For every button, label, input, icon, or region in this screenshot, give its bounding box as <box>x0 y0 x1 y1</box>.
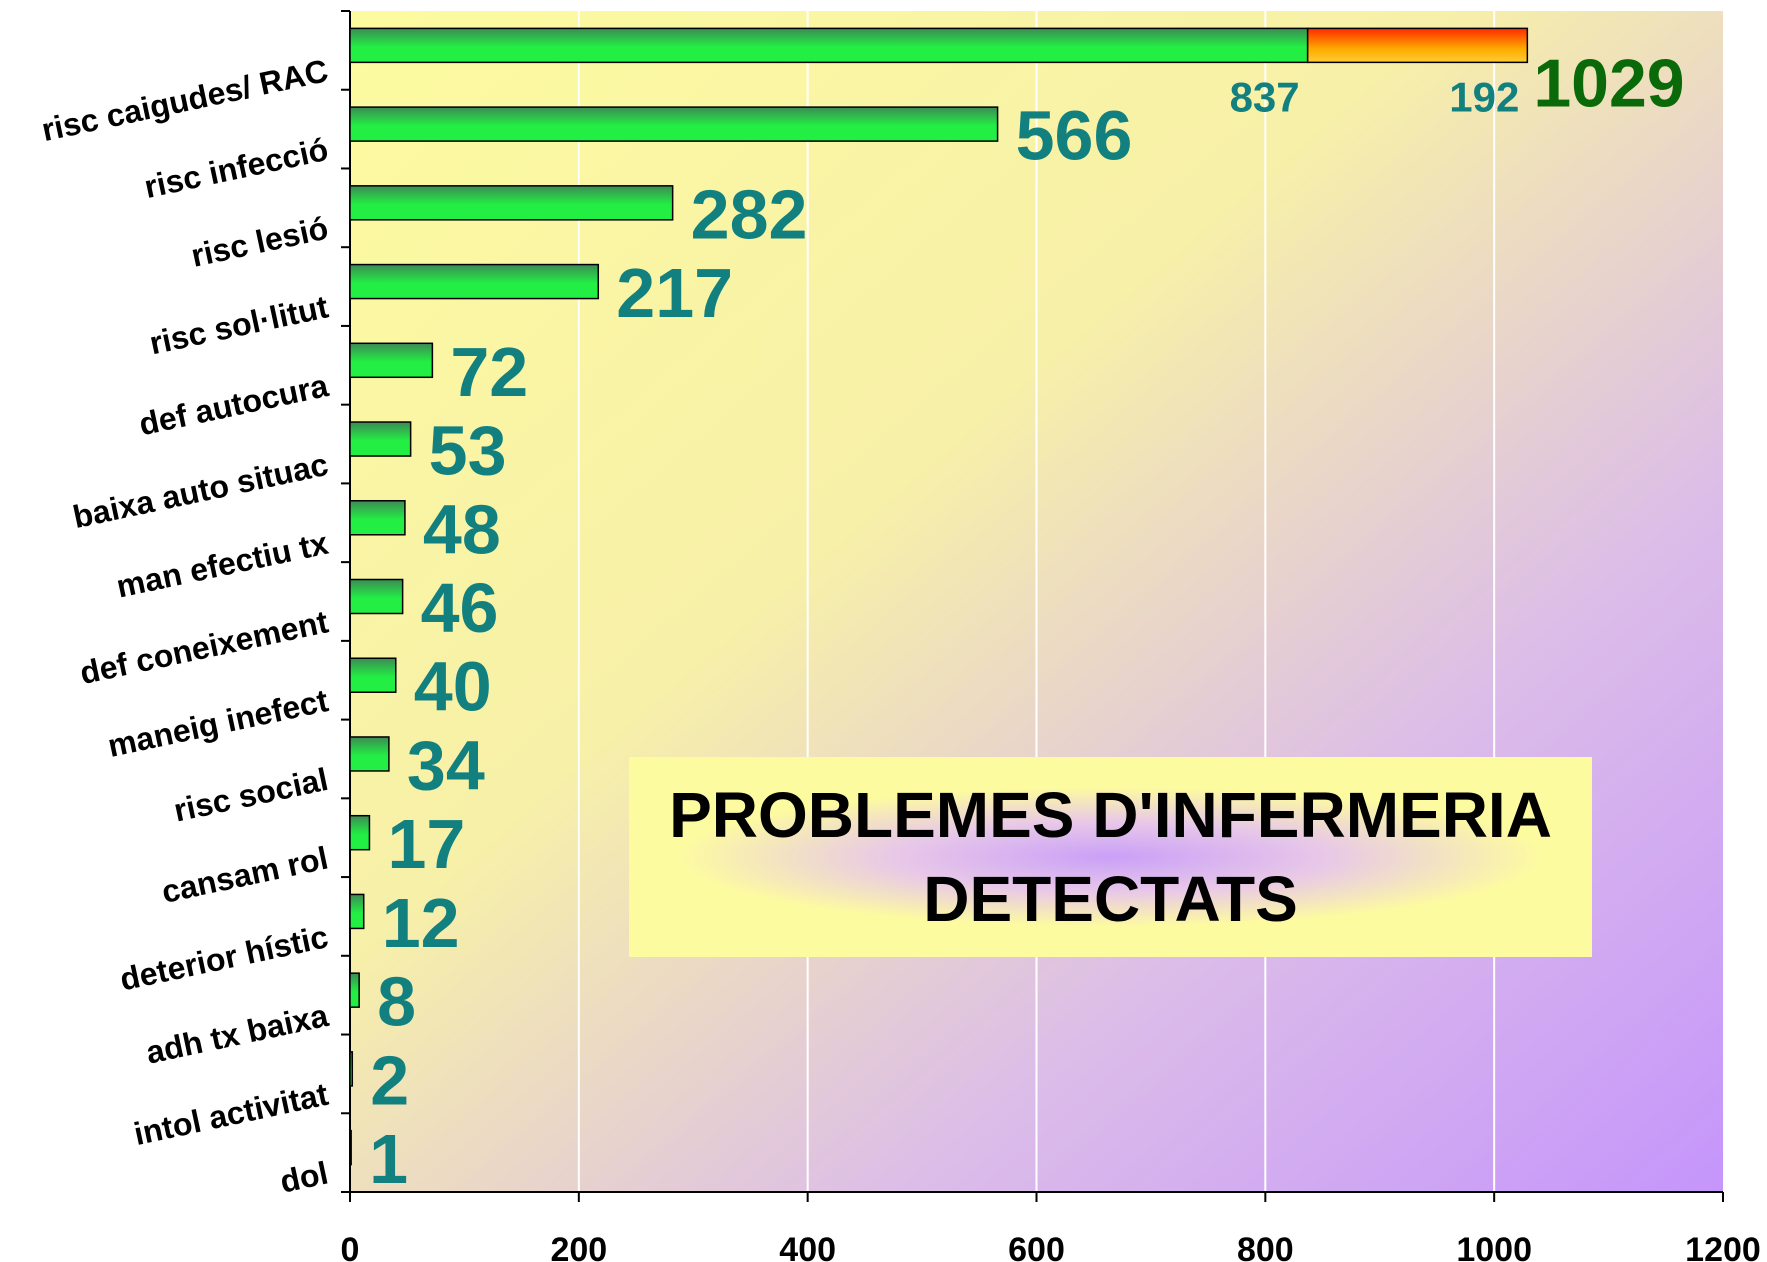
value-label: 192 <box>1449 73 1519 120</box>
bar <box>349 1051 354 1087</box>
value-label: 217 <box>616 254 733 332</box>
x-tick-label: 800 <box>1237 1231 1294 1262</box>
y-tick-label: baixa auto situac <box>70 446 331 535</box>
value-label: 1 <box>369 1120 408 1198</box>
x-tick-label: 1200 <box>1685 1231 1761 1262</box>
bar <box>349 263 600 300</box>
bar <box>349 106 999 142</box>
value-label: 2 <box>370 1041 409 1119</box>
bar <box>349 27 1309 64</box>
value-label: 34 <box>407 726 485 804</box>
bar <box>349 814 371 851</box>
bar <box>349 893 365 930</box>
bar <box>349 342 434 379</box>
y-tick-label: adh tx baixa <box>143 997 332 1071</box>
value-label: 17 <box>387 805 465 883</box>
x-tick-label: 1000 <box>1456 1231 1532 1262</box>
y-tick-label: risc lesió <box>188 210 331 274</box>
x-tick-label: 600 <box>1008 1231 1065 1262</box>
chart-title: PROBLEMES D'INFERMERIA DETECTATS <box>629 757 1592 957</box>
y-tick-label: risc social <box>171 761 332 829</box>
bar <box>1306 27 1529 64</box>
y-tick-label: risc infecció <box>141 131 331 205</box>
x-tick-label: 400 <box>779 1231 836 1262</box>
x-tick-label: 0 <box>341 1231 360 1262</box>
total-label: 1029 <box>1533 45 1684 121</box>
bar <box>349 578 404 615</box>
value-label: 566 <box>1016 97 1133 175</box>
y-tick-label: deterior hístic <box>117 918 331 997</box>
y-tick-label: maneig inefect <box>105 682 332 764</box>
y-tick-label: man efectiu tx <box>113 525 331 605</box>
y-tick-label: dol <box>277 1155 331 1200</box>
bar <box>349 736 390 772</box>
value-label: 46 <box>421 569 499 647</box>
value-label: 72 <box>450 333 528 411</box>
value-label: 8 <box>377 963 416 1041</box>
value-label: 12 <box>382 884 460 962</box>
y-tick-label: cansam rol <box>158 840 331 910</box>
bar <box>349 1129 352 1166</box>
x-tick-label: 200 <box>550 1231 607 1262</box>
bar <box>349 657 397 693</box>
bar <box>349 500 406 536</box>
value-label: 40 <box>414 648 492 726</box>
y-tick-label: intol activitat <box>131 1076 332 1152</box>
bar <box>349 972 360 1008</box>
y-tick-label: def coneixement <box>77 603 332 691</box>
value-label: 837 <box>1230 73 1300 120</box>
y-tick-label: risc caigudes/ RAC <box>38 52 331 148</box>
y-tick-label: def autocura <box>136 367 332 442</box>
y-tick-label: risc sol·litut <box>146 288 331 361</box>
bar <box>349 421 412 457</box>
value-label: 48 <box>423 490 501 568</box>
bar <box>349 185 674 221</box>
value-label: 282 <box>691 175 808 253</box>
value-label: 53 <box>429 412 507 490</box>
